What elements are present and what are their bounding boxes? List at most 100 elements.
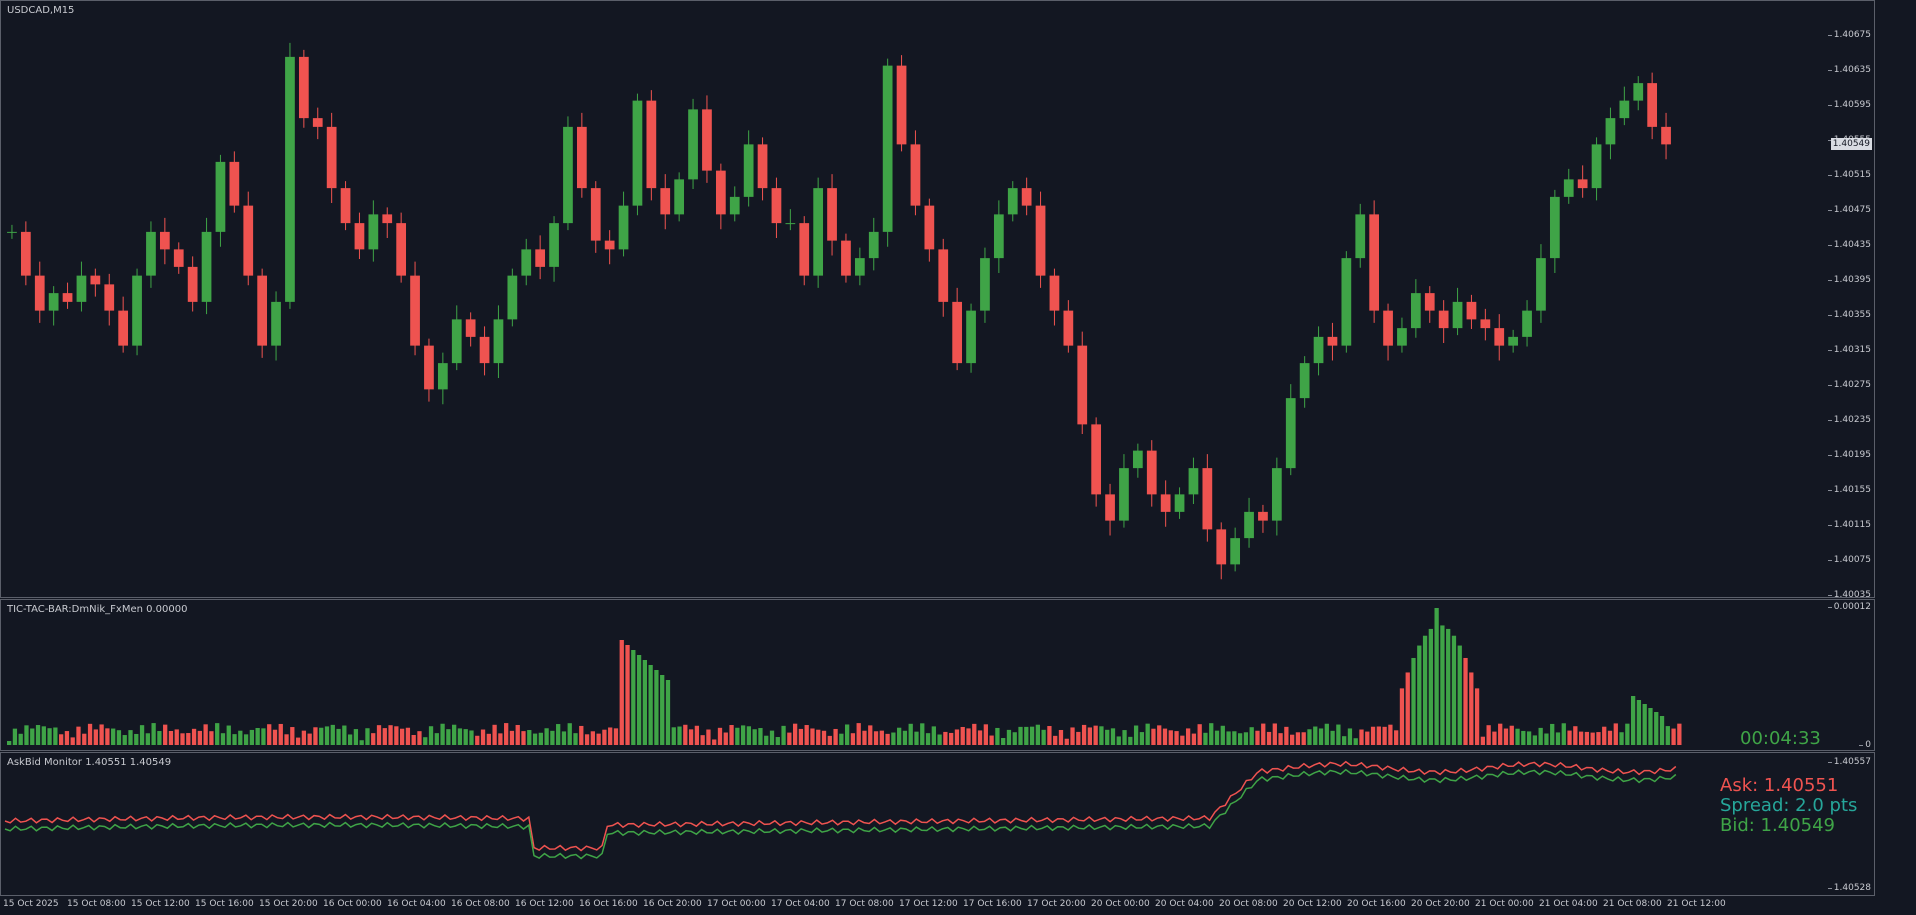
tic-bar xyxy=(1157,725,1162,745)
askbid-axis-max: 1.40557 xyxy=(1827,757,1871,767)
candle-body xyxy=(146,231,156,276)
tic-bar xyxy=(99,724,104,745)
tic-bar xyxy=(330,724,335,745)
candle-body xyxy=(1536,258,1546,311)
askbid-monitor-pane[interactable]: AskBid Monitor 1.40551 1.40549 1.40557 1… xyxy=(0,752,1875,896)
tic-bar xyxy=(1024,726,1029,745)
tic-bar xyxy=(920,723,925,745)
price-tick: 1.40155 xyxy=(1827,485,1871,495)
candle-body xyxy=(841,240,851,276)
tic-bar xyxy=(376,725,382,745)
tic-bar xyxy=(897,727,902,745)
tic-bar xyxy=(544,728,549,745)
candle-body xyxy=(1522,310,1532,337)
tic-bar xyxy=(671,727,676,745)
tic-bar xyxy=(758,728,763,745)
candle-body xyxy=(1035,205,1046,276)
tic-bar xyxy=(1330,730,1335,745)
candle-body xyxy=(1466,301,1477,320)
price-chart-pane[interactable]: USDCAD,M15 1.406751.406351.405951.405551… xyxy=(0,0,1875,600)
candle-body xyxy=(201,231,212,302)
candle-body xyxy=(187,266,198,302)
candle-body xyxy=(938,249,949,302)
candle-body xyxy=(993,214,1004,259)
tic-bar xyxy=(891,732,896,745)
candle-body xyxy=(1397,328,1407,346)
candle-body xyxy=(1355,214,1366,259)
tic-bar xyxy=(452,724,457,745)
tic-bar xyxy=(434,733,439,745)
tic-bar xyxy=(1261,723,1266,745)
tic-bar xyxy=(139,725,145,745)
tic-bar xyxy=(752,729,757,745)
tic-bar xyxy=(850,733,856,745)
tic-bar xyxy=(677,726,682,745)
tic-bar xyxy=(163,724,168,745)
tic-bar xyxy=(1081,724,1087,745)
time-tick: 17 Oct 08:00 xyxy=(835,899,894,909)
tic-bar xyxy=(1214,730,1220,745)
tic-bar xyxy=(168,730,174,745)
tic-bar xyxy=(700,735,705,745)
candle-body xyxy=(1452,301,1463,329)
tic-bar xyxy=(1417,645,1422,745)
candle-body xyxy=(382,214,393,224)
tic-bar xyxy=(1370,726,1376,745)
tic-bar xyxy=(203,724,208,745)
tic-bar xyxy=(1422,635,1428,745)
tic-bar xyxy=(1255,730,1260,745)
candle-body xyxy=(743,144,754,197)
time-tick: 21 Oct 00:00 xyxy=(1475,899,1534,909)
tic-bar xyxy=(1076,731,1081,745)
time-tick: 16 Oct 08:00 xyxy=(451,899,510,909)
tic-bar xyxy=(1122,730,1127,745)
candle-body xyxy=(1216,529,1227,565)
tic-bar xyxy=(492,724,497,745)
candle-body xyxy=(354,223,365,250)
tic-bar xyxy=(1567,730,1572,745)
tic-bar xyxy=(931,726,936,745)
candle-body xyxy=(1063,310,1074,346)
tic-bar xyxy=(1307,729,1312,745)
tic-bar xyxy=(1301,732,1306,745)
candle-body xyxy=(910,144,921,206)
candle-body xyxy=(1105,494,1115,521)
tic-bar xyxy=(717,727,723,745)
tic-bar xyxy=(1191,733,1197,745)
tic-bar xyxy=(405,727,411,745)
tic-bar xyxy=(342,725,347,745)
tic-bar xyxy=(1203,732,1208,745)
tic-bar xyxy=(1659,716,1665,745)
tic-bar xyxy=(423,737,428,745)
price-tick: 1.40635 xyxy=(1827,65,1871,75)
candle-body xyxy=(1605,118,1616,145)
tic-bar xyxy=(642,660,648,745)
tic-bar xyxy=(428,726,434,745)
candle-body xyxy=(1619,100,1630,119)
tic-bar xyxy=(740,725,746,745)
tic-axis: 0.00012 0 xyxy=(1827,600,1874,750)
tic-bar xyxy=(1382,726,1387,745)
tic-bar xyxy=(1457,645,1462,745)
candle-body xyxy=(980,258,990,311)
tic-bar xyxy=(1029,726,1035,745)
askbid-axis-min: 1.40528 xyxy=(1827,883,1871,893)
tic-tac-bar-pane[interactable]: TIC-TAC-BAR:DmNik_FxMen 0.00000 0.00012 … xyxy=(0,599,1875,751)
tic-bar xyxy=(180,733,185,745)
candle-body xyxy=(618,205,629,250)
tic-bar xyxy=(908,723,913,745)
tic-bar xyxy=(683,724,688,745)
tic-bar xyxy=(186,733,191,745)
candle-body xyxy=(465,319,476,337)
tic-bar xyxy=(1671,728,1676,745)
candle-body xyxy=(785,223,796,225)
candle-body xyxy=(285,56,295,302)
tic-bar xyxy=(1318,728,1324,745)
candle-body xyxy=(1285,398,1296,469)
tic-bar xyxy=(1284,726,1289,745)
tic-bar xyxy=(787,732,792,745)
tic-bar xyxy=(82,733,87,745)
tic-bar xyxy=(278,723,283,745)
candle-body xyxy=(62,293,73,302)
tic-bar xyxy=(804,725,809,745)
